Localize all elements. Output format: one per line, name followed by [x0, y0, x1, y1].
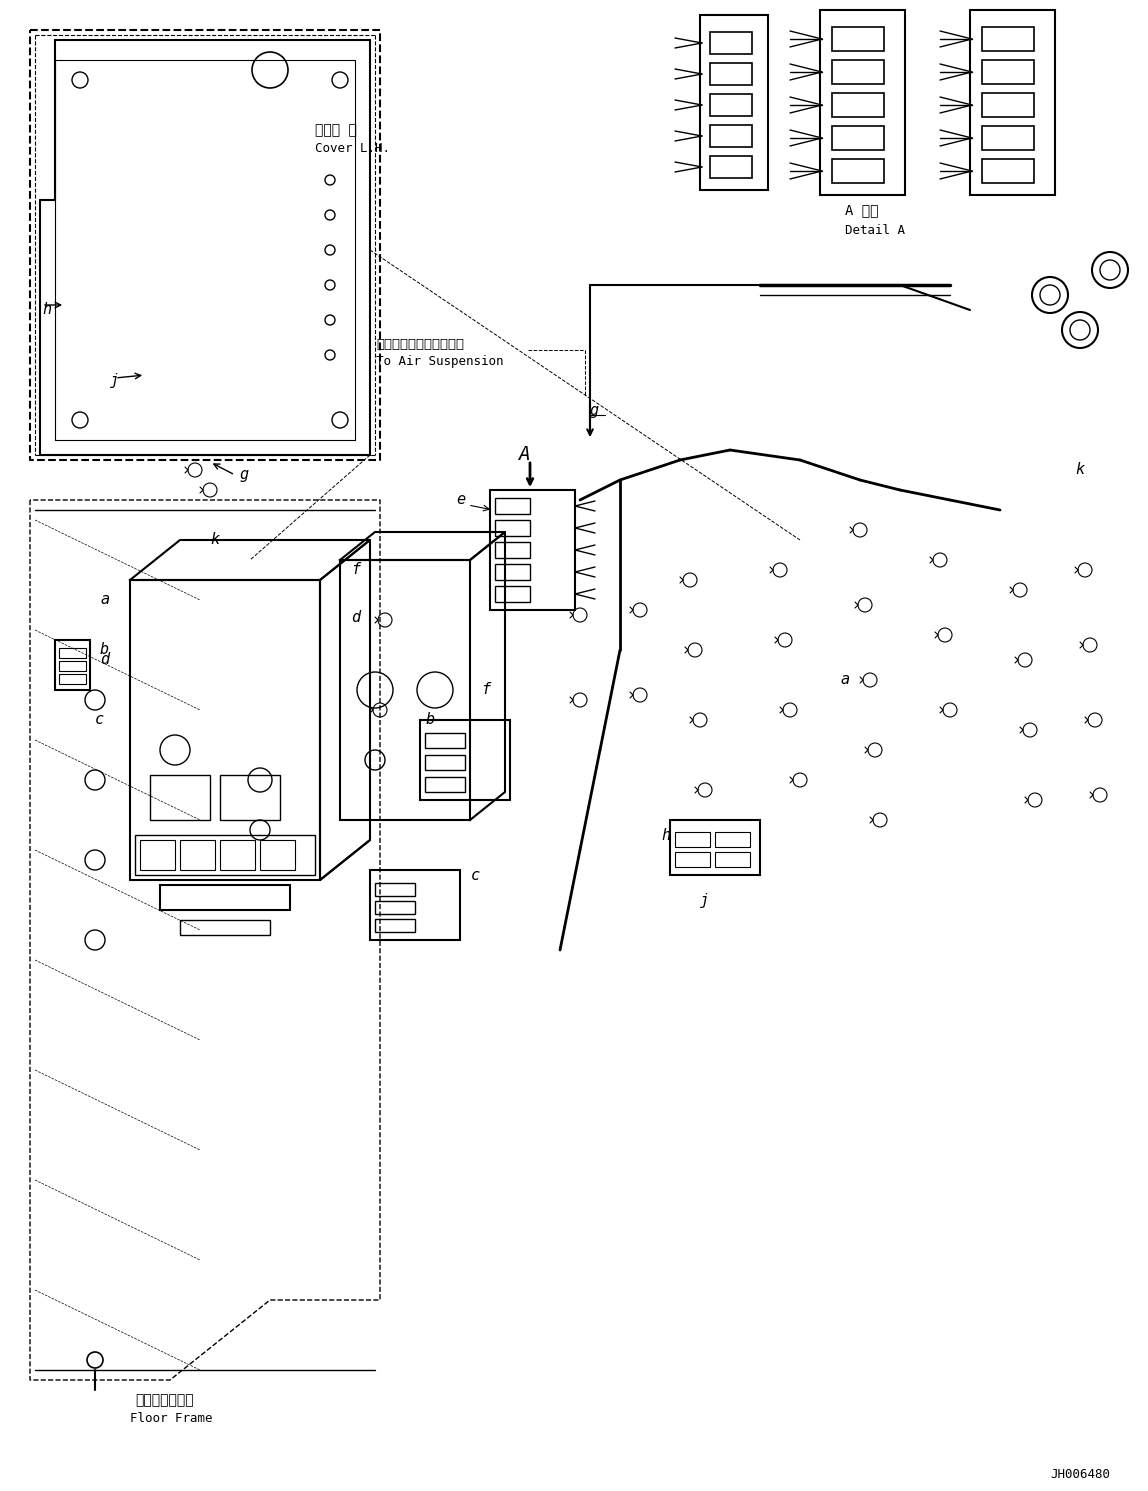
- Bar: [832, 60, 884, 83]
- Text: c: c: [471, 868, 480, 883]
- Bar: [709, 125, 752, 148]
- Bar: [370, 871, 460, 939]
- Bar: [675, 832, 709, 847]
- Bar: [700, 15, 768, 189]
- Bar: [715, 851, 750, 866]
- Text: f: f: [481, 683, 490, 698]
- Text: カバー 左: カバー 左: [315, 122, 357, 137]
- Bar: [425, 734, 465, 748]
- Bar: [832, 92, 884, 116]
- Bar: [982, 92, 1034, 116]
- Bar: [490, 491, 575, 610]
- Bar: [832, 127, 884, 151]
- Text: h: h: [661, 828, 670, 842]
- Text: d: d: [100, 653, 109, 668]
- Bar: [180, 839, 215, 871]
- Bar: [220, 839, 255, 871]
- Bar: [709, 63, 752, 85]
- Bar: [982, 60, 1034, 83]
- Bar: [495, 543, 530, 558]
- Text: f: f: [351, 562, 360, 577]
- Text: k: k: [210, 532, 219, 547]
- Bar: [495, 586, 530, 602]
- Text: JH006480: JH006480: [1050, 1469, 1110, 1482]
- Text: Cover L.H.: Cover L.H.: [315, 142, 390, 155]
- Bar: [55, 640, 90, 690]
- Bar: [130, 580, 320, 880]
- Text: h: h: [42, 303, 52, 318]
- Bar: [495, 520, 530, 535]
- Text: g: g: [240, 468, 249, 483]
- Bar: [425, 754, 465, 769]
- Text: A 詳細: A 詳細: [845, 203, 878, 218]
- Text: Detail A: Detail A: [845, 224, 905, 237]
- Bar: [59, 649, 86, 658]
- Text: j: j: [110, 373, 119, 388]
- Bar: [970, 10, 1055, 195]
- Bar: [135, 835, 315, 875]
- Text: A: A: [518, 446, 529, 465]
- Text: To Air Suspension: To Air Suspension: [377, 355, 504, 368]
- Bar: [140, 839, 174, 871]
- Bar: [59, 661, 86, 671]
- Bar: [420, 720, 510, 801]
- Text: フロアフレーム: フロアフレーム: [135, 1393, 194, 1408]
- Bar: [709, 157, 752, 177]
- Bar: [495, 498, 530, 514]
- Bar: [709, 31, 752, 54]
- Text: k: k: [1075, 462, 1084, 477]
- Bar: [982, 160, 1034, 183]
- Text: b: b: [426, 713, 435, 728]
- Bar: [425, 777, 465, 792]
- Text: エアーサスペンションへ: エアーサスペンションへ: [377, 338, 464, 352]
- Text: a: a: [840, 672, 850, 687]
- Text: Floor Frame: Floor Frame: [130, 1412, 212, 1424]
- Text: c: c: [95, 713, 104, 728]
- Bar: [259, 839, 295, 871]
- Bar: [180, 920, 270, 935]
- Text: a: a: [100, 592, 109, 607]
- Text: d: d: [351, 610, 360, 625]
- Text: g: g: [590, 403, 599, 417]
- Text: e: e: [456, 492, 465, 507]
- Bar: [715, 832, 750, 847]
- Bar: [832, 27, 884, 51]
- Bar: [675, 851, 709, 866]
- Bar: [340, 561, 470, 820]
- Bar: [495, 564, 530, 580]
- Bar: [59, 674, 86, 684]
- Bar: [150, 775, 210, 820]
- Text: b: b: [100, 643, 109, 658]
- Bar: [220, 775, 280, 820]
- Bar: [820, 10, 905, 195]
- Bar: [832, 160, 884, 183]
- Text: j: j: [700, 893, 709, 908]
- Bar: [375, 901, 414, 914]
- Bar: [670, 820, 760, 875]
- Bar: [160, 886, 290, 910]
- Bar: [375, 883, 414, 896]
- Bar: [982, 27, 1034, 51]
- Bar: [375, 918, 414, 932]
- Bar: [709, 94, 752, 116]
- Bar: [982, 127, 1034, 151]
